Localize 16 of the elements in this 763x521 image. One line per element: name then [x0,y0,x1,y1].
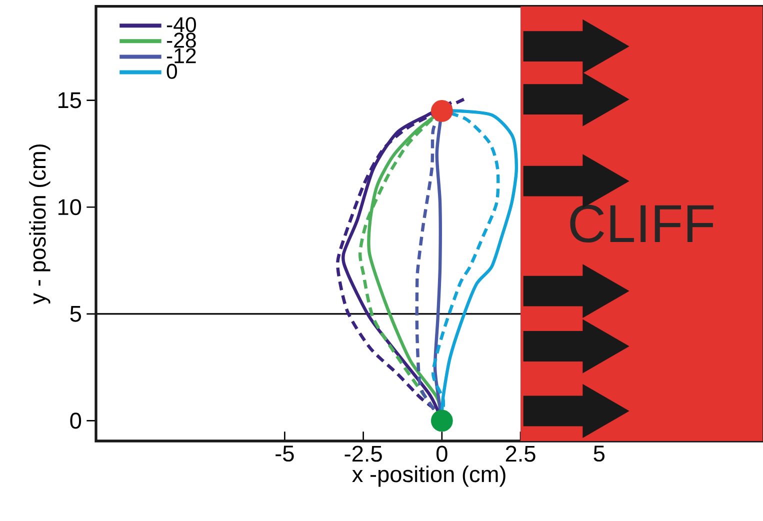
legend-label: -28 [166,32,196,48]
legend-label: 0 [166,64,178,79]
x-tick-label: 2.5 [506,446,536,462]
y-tick-label: 10 [58,199,82,216]
y-tick-label: 0 [70,412,82,429]
x-tick-label: 0 [436,446,448,462]
y-axis-title: y - position (cm) [29,144,50,304]
x-tick-label: -5 [276,446,294,462]
x-tick-label: -2.5 [344,446,382,462]
y-tick-label: 15 [58,92,81,108]
legend-label: -40 [166,17,196,32]
legend-label: -12 [166,48,196,64]
y-tick-label: 5 [70,306,81,322]
x-axis-title: x -position (cm) [352,466,506,487]
x-tick-label: 5 [594,446,604,462]
band-label: CLIFF [570,204,714,243]
